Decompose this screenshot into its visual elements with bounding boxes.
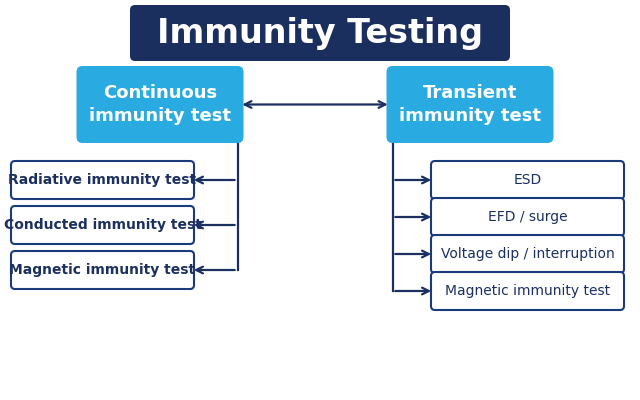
FancyBboxPatch shape (77, 66, 243, 143)
Text: Magnetic immunity test: Magnetic immunity test (445, 284, 610, 298)
Text: Radiative immunity test: Radiative immunity test (8, 173, 196, 187)
FancyBboxPatch shape (431, 161, 624, 199)
FancyBboxPatch shape (11, 251, 194, 289)
FancyBboxPatch shape (431, 198, 624, 236)
FancyBboxPatch shape (387, 66, 554, 143)
Text: Immunity Testing: Immunity Testing (157, 16, 483, 50)
Text: ESD: ESD (513, 173, 541, 187)
Text: Conducted immunity test: Conducted immunity test (4, 218, 202, 232)
Text: EFD / surge: EFD / surge (488, 210, 567, 224)
Text: Voltage dip / interruption: Voltage dip / interruption (440, 247, 614, 261)
Text: Continuous
immunity test: Continuous immunity test (89, 84, 231, 125)
FancyBboxPatch shape (11, 161, 194, 199)
FancyBboxPatch shape (130, 5, 510, 61)
FancyBboxPatch shape (11, 206, 194, 244)
FancyBboxPatch shape (431, 235, 624, 273)
FancyBboxPatch shape (431, 272, 624, 310)
Text: Magnetic immunity test: Magnetic immunity test (10, 263, 196, 277)
Text: Transient
immunity test: Transient immunity test (399, 84, 541, 125)
